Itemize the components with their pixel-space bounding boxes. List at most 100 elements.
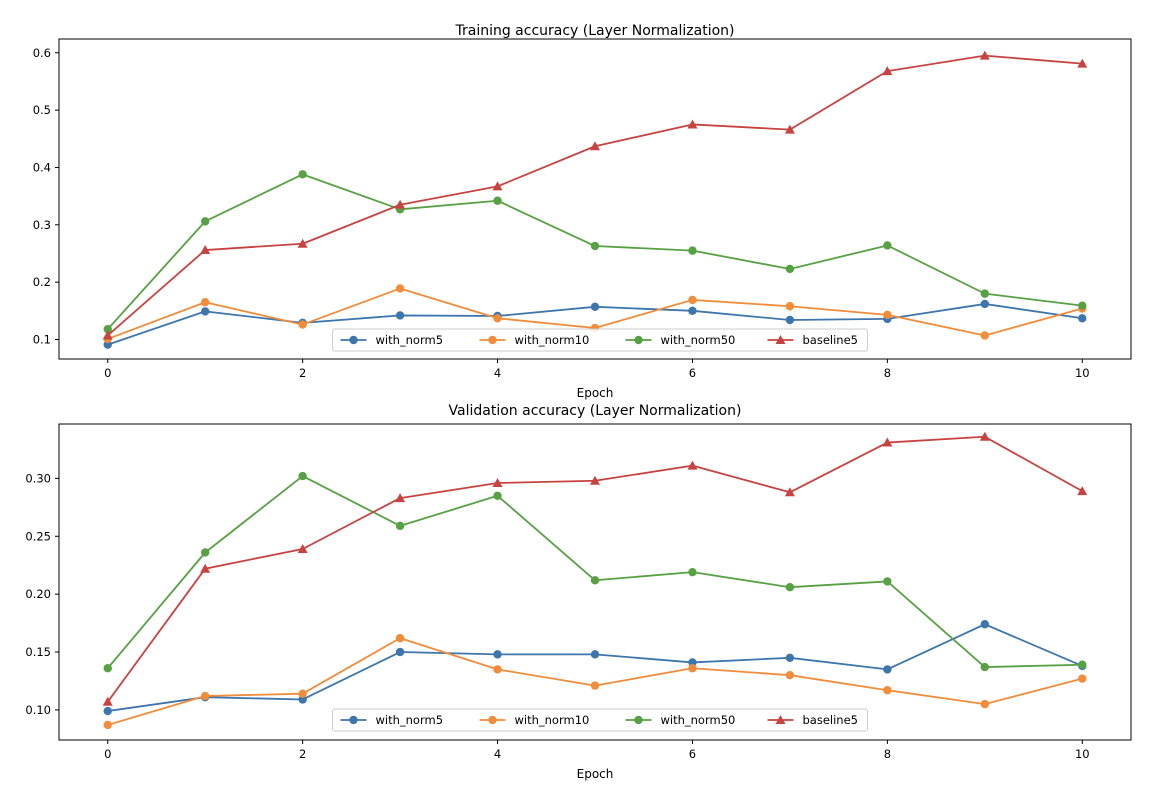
- legend: with_norm5 with_norm10 with_norm50 baseline…: [332, 708, 868, 732]
- data-point-with_norm50: [1078, 660, 1087, 669]
- x-tick-label: 6: [689, 366, 696, 380]
- data-point-baseline5: [882, 437, 893, 447]
- x-axis-label: Epoch: [577, 767, 614, 781]
- data-point-with_norm10: [785, 670, 795, 680]
- legend-label: baseline5: [803, 713, 858, 727]
- chart-title: Training accuracy (Layer Normalization): [454, 23, 734, 39]
- data-point-baseline5: [590, 475, 600, 485]
- data-point-with_norm10: [103, 720, 112, 730]
- y-tick-label: 0.6: [33, 46, 51, 60]
- data-point-with_norm5: [688, 658, 697, 667]
- x-tick-label: 4: [494, 747, 501, 761]
- data-point-baseline5: [492, 181, 503, 191]
- data-point-with_norm5: [1078, 314, 1087, 323]
- data-point-with_norm5: [395, 311, 405, 320]
- data-point-with_norm50: [883, 241, 892, 250]
- data-point-with_norm10: [395, 633, 405, 643]
- data-point-with_norm50: [200, 548, 210, 557]
- y-tick-label: 0.15: [25, 645, 51, 659]
- data-point-baseline5: [687, 460, 698, 470]
- data-point-with_norm50: [493, 491, 502, 500]
- data-point-with_norm10: [493, 665, 502, 674]
- data-point-baseline5: [102, 330, 113, 340]
- data-point-baseline5: [1077, 58, 1088, 68]
- data-point-baseline5: [200, 245, 211, 255]
- x-tick-label: 10: [1075, 747, 1090, 761]
- data-point-baseline5: [979, 431, 990, 441]
- y-tick-label: 0.20: [25, 587, 51, 601]
- legend-label: with_norm50: [661, 713, 736, 727]
- data-point-baseline5: [1077, 486, 1088, 496]
- data-point-with_norm10: [785, 302, 795, 311]
- data-point-with_norm5: [103, 706, 112, 716]
- legend-box: [332, 708, 868, 732]
- chart-panel-1: Validation accuracy (Layer Normalization…: [25, 403, 1132, 781]
- data-point-with_norm10: [298, 689, 307, 698]
- data-point-with_norm5: [590, 650, 600, 659]
- data-point-with_norm10: [883, 686, 892, 695]
- legend: with_norm5 with_norm10 with_norm50 baseline…: [332, 328, 868, 352]
- legend-marker: [349, 715, 358, 725]
- data-point-with_norm5: [785, 653, 795, 663]
- x-tick-label: 8: [884, 747, 891, 761]
- legend-label: with_norm10: [515, 713, 590, 727]
- data-point-with_norm5: [785, 315, 795, 325]
- x-tick-label: 10: [1075, 366, 1090, 380]
- data-point-with_norm10: [298, 320, 307, 329]
- data-point-with_norm10: [493, 314, 502, 323]
- chart-panel-0: Training accuracy (Layer Normalization) E…: [33, 23, 1132, 400]
- x-tick-label: 0: [104, 366, 111, 380]
- data-point-baseline5: [687, 119, 698, 129]
- data-point-with_norm50: [785, 583, 795, 592]
- data-point-with_norm10: [200, 298, 210, 307]
- x-tick-label: 0: [104, 747, 111, 761]
- x-tick-label: 4: [494, 366, 501, 380]
- data-point-with_norm5: [200, 307, 210, 316]
- data-point-with_norm5: [493, 650, 502, 659]
- data-point-with_norm5: [298, 695, 307, 704]
- legend-marker: [488, 715, 497, 725]
- y-tick-label: 0.1: [33, 333, 51, 347]
- legend-box: [332, 328, 868, 352]
- plot-frame: [58, 423, 1132, 741]
- data-point-with_norm50: [785, 264, 795, 274]
- data-point-with_norm10: [1078, 674, 1087, 683]
- plot-frame: [58, 38, 1132, 360]
- data-point-baseline5: [297, 544, 308, 554]
- data-point-baseline5: [590, 141, 600, 151]
- y-tick-label: 0.2: [33, 275, 51, 289]
- legend-marker: [488, 335, 497, 345]
- data-point-with_norm10: [688, 664, 697, 673]
- data-point-with_norm50: [590, 576, 600, 585]
- legend-label: with_norm5: [376, 713, 444, 727]
- y-tick-label: 0.10: [25, 703, 51, 717]
- data-point-with_norm5: [883, 665, 892, 674]
- chart-title: Validation accuracy (Layer Normalization…: [449, 403, 742, 419]
- y-tick-label: 0.25: [25, 529, 51, 543]
- data-point-baseline5: [882, 66, 893, 76]
- data-point-with_norm10: [980, 699, 990, 709]
- x-tick-label: 8: [884, 366, 891, 380]
- data-point-with_norm10: [980, 331, 990, 340]
- legend-label: with_norm10: [515, 333, 590, 347]
- y-tick-label: 0.30: [25, 471, 51, 485]
- data-point-with_norm50: [590, 241, 600, 251]
- data-point-with_norm50: [298, 471, 307, 481]
- data-point-baseline5: [297, 238, 308, 248]
- data-point-with_norm50: [493, 196, 502, 205]
- data-point-with_norm50: [200, 217, 210, 226]
- data-point-with_norm10: [883, 310, 892, 320]
- data-point-baseline5: [395, 493, 406, 503]
- data-point-with_norm10: [590, 681, 600, 690]
- legend-label: with_norm50: [661, 333, 736, 347]
- legend-marker: [775, 335, 786, 344]
- legend-label: baseline5: [803, 333, 858, 347]
- data-point-baseline5: [200, 563, 211, 573]
- x-tick-label: 2: [299, 366, 306, 380]
- series-line-baseline5: [107, 54, 1083, 337]
- data-point-with_norm50: [980, 289, 990, 298]
- data-point-with_norm5: [980, 620, 990, 629]
- series-line-with_norm50: [107, 475, 1083, 669]
- data-point-with_norm50: [980, 662, 990, 672]
